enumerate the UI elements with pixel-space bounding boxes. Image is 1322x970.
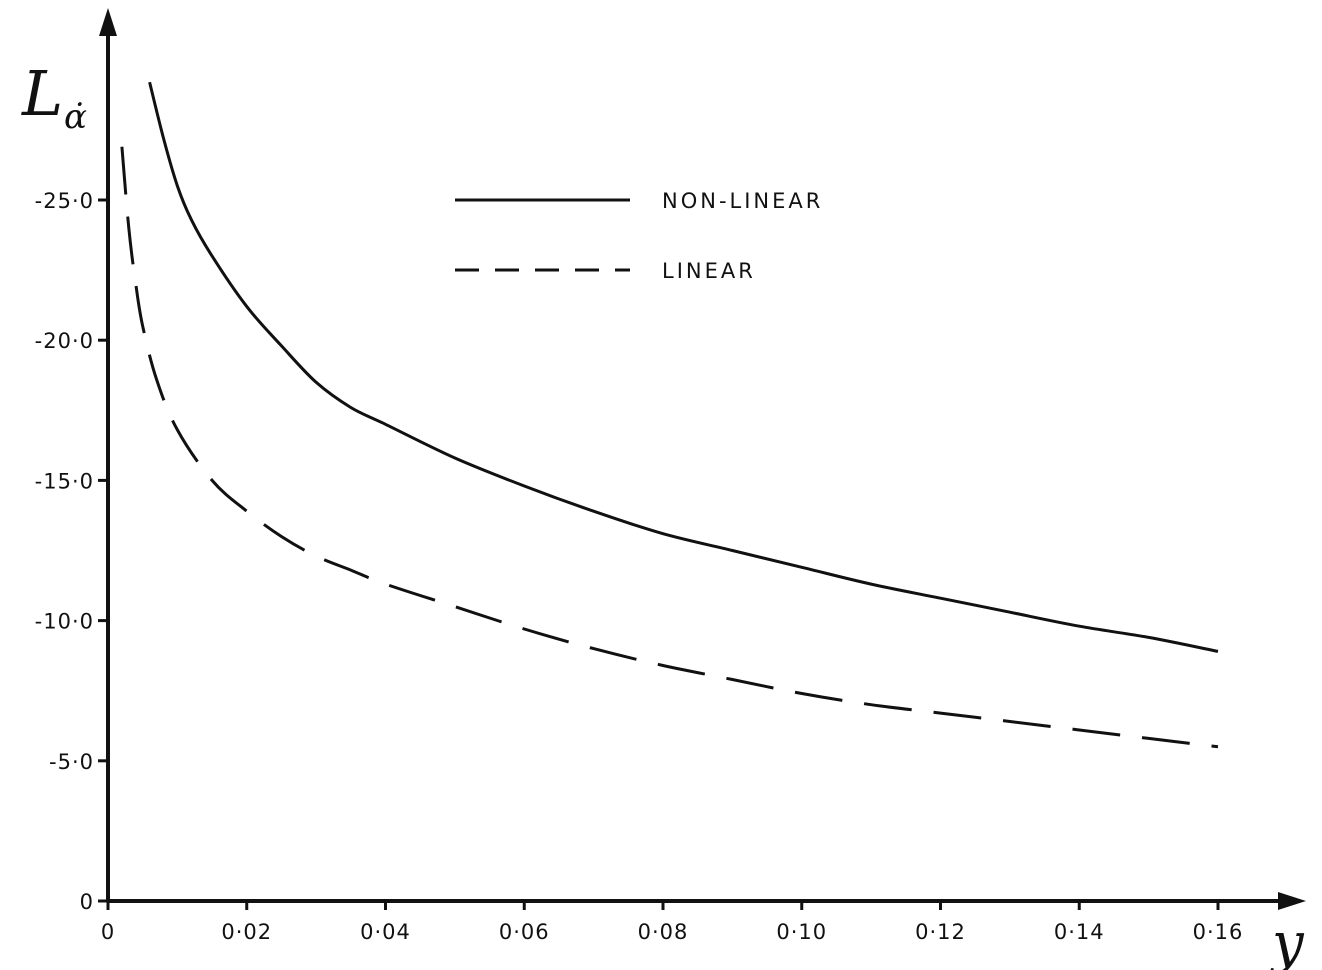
x-tick-label: 0 xyxy=(101,920,115,944)
y-tick-label: -5·0 xyxy=(49,750,94,774)
axes xyxy=(99,8,1306,910)
x-tick-label: 0·04 xyxy=(360,920,411,944)
y-ticks: 0 -5·0 -10·0 -15·0 -20·0 -25·0 xyxy=(35,189,108,914)
series-layer xyxy=(120,81,1219,749)
y-tick-label: -20·0 xyxy=(35,329,94,353)
x-axis-title: y xyxy=(1269,911,1305,970)
y-tick-label: -10·0 xyxy=(35,610,94,634)
legend-label-non-linear: NON-LINEAR xyxy=(662,189,823,213)
series-line-linear xyxy=(120,146,1219,749)
x-tick-label: 0·16 xyxy=(1193,920,1244,944)
x-tick-label: 0·08 xyxy=(638,920,689,944)
x-tick-label: 0·12 xyxy=(915,920,966,944)
y-axis-arrow xyxy=(99,8,117,36)
y-tick-label: -25·0 xyxy=(35,189,94,213)
y-axis-title-subscript: α̇ xyxy=(64,97,87,137)
y-tick-label: 0 xyxy=(80,890,94,914)
legend: NON-LINEAR LINEAR xyxy=(455,189,823,283)
y-tick-label: -15·0 xyxy=(35,469,94,493)
x-axis-arrow xyxy=(1278,892,1306,910)
x-tick-label: 0·02 xyxy=(221,920,272,944)
series-line-non-linear xyxy=(148,81,1219,653)
x-tick-label: 0·06 xyxy=(499,920,550,944)
x-ticks: 0 0·02 0·04 0·06 0·08 0·10 0·12 0·14 0·16 xyxy=(101,901,1244,944)
y-axis-title: L xyxy=(21,57,63,130)
x-tick-label: 0·14 xyxy=(1054,920,1105,944)
x-tick-label: 0·10 xyxy=(776,920,827,944)
legend-label-linear: LINEAR xyxy=(662,259,756,283)
